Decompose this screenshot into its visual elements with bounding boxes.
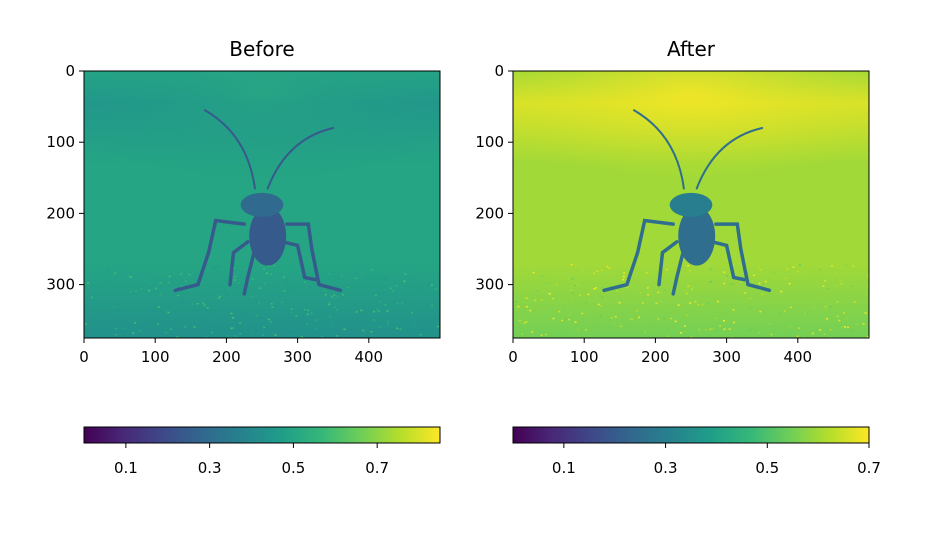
thorax [240,192,284,217]
leg [710,240,747,282]
y-tick-label: 0 [65,62,75,80]
leg [228,240,250,287]
image [84,71,440,338]
body [249,206,287,266]
image [513,71,869,338]
leg [714,222,772,293]
colorbar-tick-label: 0.5 [281,459,305,477]
x-tick-label: 200 [212,348,241,366]
x-tick-label: 300 [283,348,312,366]
leg [671,247,686,296]
antenna-right [695,127,764,190]
axes-frame [512,70,870,339]
x-tick-label: 400 [354,348,383,366]
x-tick-label: 400 [783,348,812,366]
insect [602,109,772,296]
chart-title: Before [229,37,294,61]
leg [281,240,318,282]
x-tick-label: 0 [79,348,89,366]
x-tick-label: 100 [141,348,170,366]
y-tick-label: 100 [475,133,504,151]
insect [173,109,343,296]
x-tick-label: 100 [570,348,599,366]
y-tick-label: 300 [46,276,75,294]
colorbar-tick-label: 0.5 [755,459,779,477]
leg [285,222,343,293]
colorbar-tick-label: 0.1 [114,459,138,477]
body [678,206,716,266]
x-tick-label: 300 [712,348,741,366]
before-panel: Before 0 100 200 300 400 0 100 200 300 0.1 0.3 0.5 0.… [46,37,441,477]
colorbar-tick-label: 0.7 [857,459,881,477]
y-tick-label: 200 [475,204,504,222]
leg [657,240,679,287]
colorbar-tick-label: 0.1 [552,459,576,477]
y-tick-label: 200 [46,204,75,222]
colorbar-tick-label: 0.3 [198,459,222,477]
colorbar [512,426,870,444]
y-tick-label: 0 [494,62,504,80]
axes-frame [83,70,441,339]
chart-title: After [667,37,716,61]
y-tick-label: 100 [46,133,75,151]
x-tick-label: 200 [641,348,670,366]
x-tick-label: 0 [508,348,518,366]
antenna-left [204,109,256,190]
colorbar-tick-label: 0.3 [654,459,678,477]
y-tick-label: 300 [475,276,504,294]
colorbar [83,426,441,444]
colorbar-tick-label: 0.7 [365,459,389,477]
leg [242,247,257,296]
after-panel: After 0 100 200 300 400 0 100 200 300 0.1 0.3 0.5 0.7 [475,37,881,477]
leg [173,218,246,293]
antenna-left [633,109,685,190]
leg [602,218,675,293]
ground-speckle [515,263,869,338]
thorax [669,192,713,217]
antenna-right [266,127,335,190]
